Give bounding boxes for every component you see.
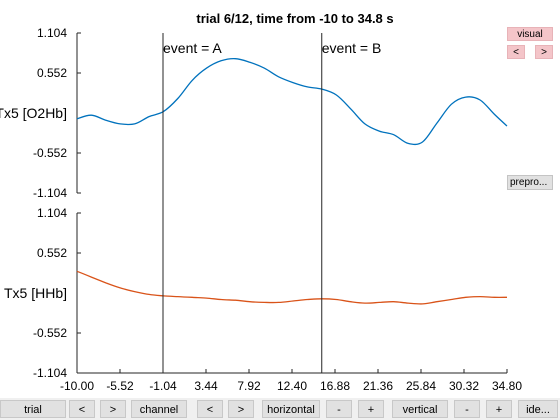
trial-next-button[interactable]: > [100, 400, 126, 418]
x-tick-label: 16.88 [320, 379, 350, 393]
horizontal-plus-button[interactable]: + [358, 400, 384, 418]
horizontal-minus-button[interactable]: - [326, 400, 352, 418]
y-tick-label: -1.104 [33, 366, 67, 380]
x-tick-label: 34.80 [492, 379, 522, 393]
horizontal-label-button[interactable]: horizontal [262, 400, 320, 418]
visual-button[interactable]: visual [507, 27, 553, 41]
navigation-bar: trial < > channel < > horizontal - + ver… [0, 398, 560, 420]
x-tick-label: 3.44 [194, 379, 218, 393]
y-tick-label: -0.552 [33, 326, 67, 340]
trial-prev-button[interactable]: < [69, 400, 95, 418]
trial-plot: 1.104 0.552 -0.552 -1.104 Tx5 [O2Hb] 1.104 0.5… [0, 11, 522, 393]
identify-button[interactable]: ide... [518, 400, 558, 418]
x-tick-label: 7.92 [237, 379, 261, 393]
y-tick-label: -1.104 [33, 186, 67, 200]
x-tick-label: 25.84 [406, 379, 436, 393]
x-tick-label: -5.52 [106, 379, 134, 393]
series-line-hhb [76, 270, 508, 305]
vertical-plus-button[interactable]: + [486, 400, 512, 418]
event-label: event = B [322, 40, 382, 56]
y-tick-label: -0.552 [33, 146, 67, 160]
visual-prev-button[interactable]: < [507, 45, 525, 59]
trial-label-button[interactable]: trial [0, 400, 66, 418]
x-tick-label: 12.40 [277, 379, 307, 393]
channel-label-button[interactable]: channel [131, 400, 187, 418]
vertical-label-button[interactable]: vertical [392, 400, 448, 418]
channel-prev-button[interactable]: < [197, 400, 223, 418]
y-tick-label: 1.104 [37, 26, 67, 40]
vertical-minus-button[interactable]: - [454, 400, 480, 418]
channel-label: Tx5 [O2Hb] [0, 105, 67, 121]
x-tick-label: 21.36 [363, 379, 393, 393]
y-tick-label: 0.552 [37, 66, 67, 80]
x-tick-label: -10.00 [60, 379, 94, 393]
prepro-button[interactable]: prepro... [507, 175, 553, 190]
event-label: event = A [163, 40, 222, 56]
channel-next-button[interactable]: > [228, 400, 254, 418]
x-tick-label: -1.04 [149, 379, 177, 393]
x-tick-label: 30.32 [449, 379, 479, 393]
y-tick-label: 1.104 [37, 206, 67, 220]
series-line-o2hb [76, 57, 508, 146]
channel-label: Tx5 [HHb] [4, 285, 67, 301]
y-tick-label: 0.552 [37, 246, 67, 260]
plot-title: trial 6/12, time from -10 to 34.8 s [196, 11, 393, 26]
visual-next-button[interactable]: > [535, 45, 553, 59]
